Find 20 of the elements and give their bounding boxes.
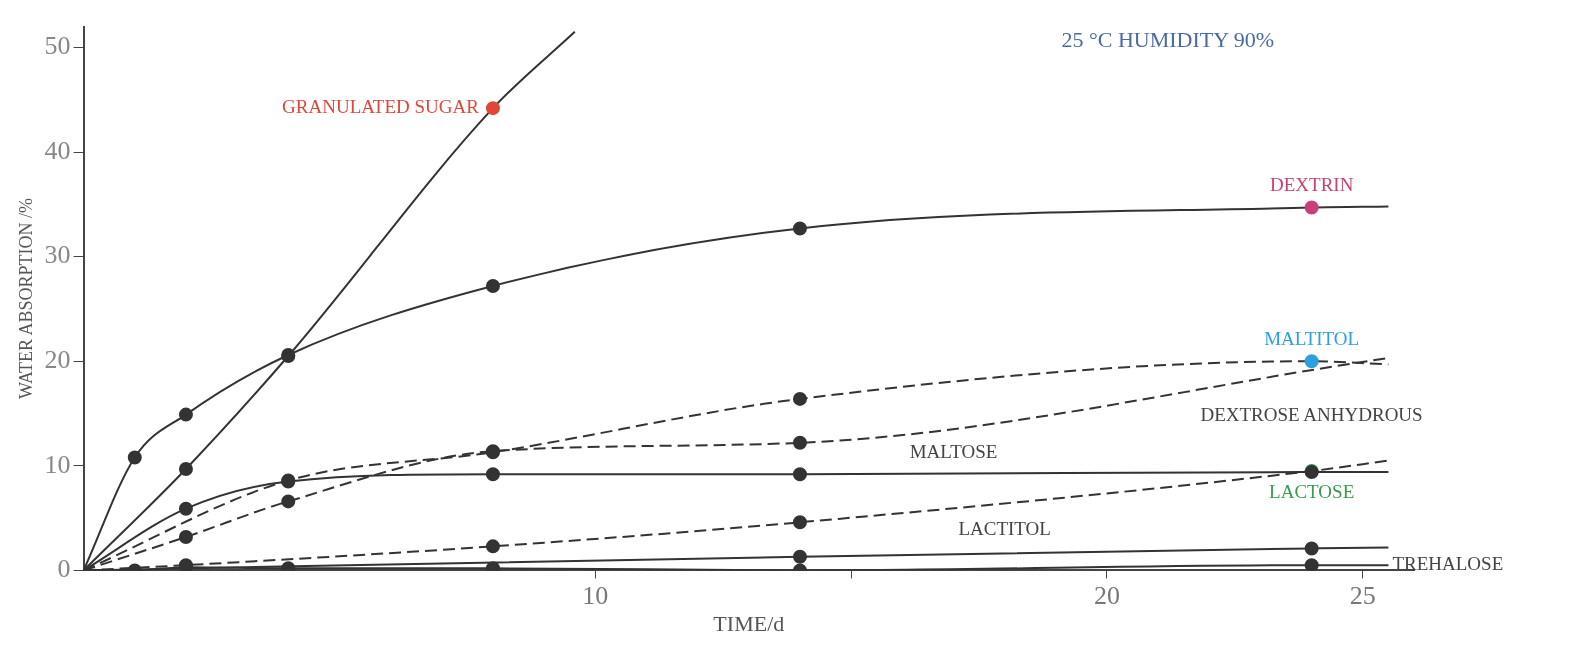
annotation: LACTOSE (1269, 480, 1355, 502)
x-tick-label: 25 (1349, 580, 1376, 610)
x-tick-label: 20 (1093, 580, 1120, 610)
annotation: DEXTRIN (1269, 174, 1354, 195)
y-tick-label: 0 (57, 554, 71, 584)
y-tick-label: 20 (44, 345, 71, 375)
x-tick-label: 10 (582, 580, 609, 610)
annotation: LACTITOL (958, 518, 1051, 540)
x-axis-title: TIME/d (713, 610, 785, 636)
y-tick-label: 30 (44, 240, 71, 270)
y-axis-title: WATER ABSORPTION /% (15, 197, 36, 400)
y-tick-label: 10 (44, 449, 71, 479)
y-tick-label: 40 (44, 135, 71, 165)
annotation: TREHALOSE (1392, 553, 1504, 575)
annotation: MALTOSE (909, 440, 998, 462)
chart-title: 25 °C HUMIDITY 90% (1061, 27, 1275, 53)
annotation: GRANULATED SUGAR (282, 96, 480, 118)
annotation: DEXTROSE ANHYDROUS (1200, 403, 1423, 425)
y-tick-label: 50 (44, 31, 71, 61)
annotation: MALTITOL (1264, 327, 1360, 349)
